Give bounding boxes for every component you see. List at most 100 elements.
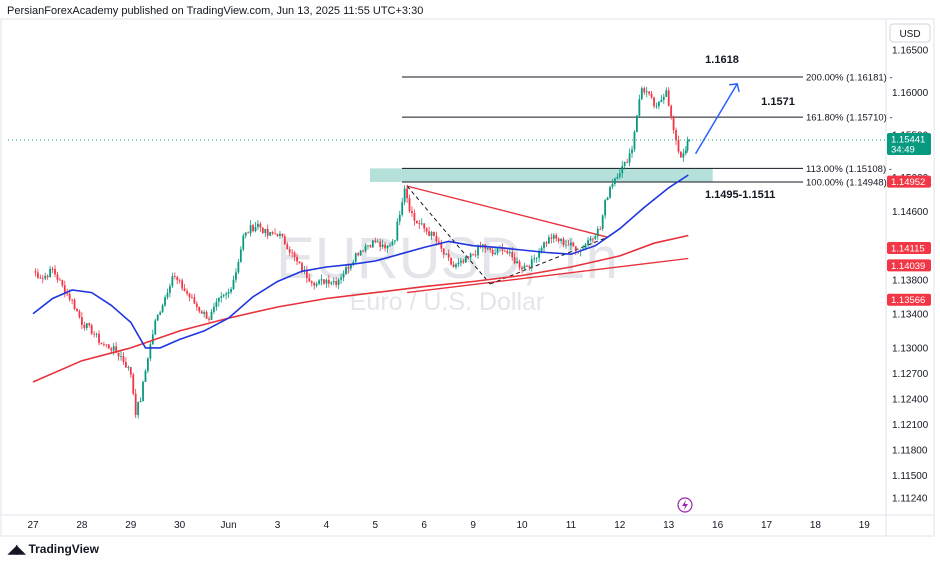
candle-body	[667, 90, 670, 106]
x-tick-label: 13	[663, 520, 675, 531]
candle-body	[530, 259, 533, 268]
trendline	[406, 185, 608, 238]
x-tick-label: 17	[761, 520, 773, 531]
candle-body	[159, 312, 162, 315]
candle-body	[330, 282, 333, 284]
y-tick-label: 1.11500	[892, 471, 928, 482]
fib-layer: 200.00% (1.16181) - 161.80% (1.15710) - 11…	[402, 54, 893, 188]
watermark-symbol: EURUSD, 1h	[276, 226, 618, 291]
annotation-layer	[8, 83, 885, 513]
candle-body	[435, 235, 438, 242]
candle-body	[127, 367, 130, 368]
candle-body	[318, 280, 320, 284]
candle-body	[518, 261, 521, 268]
candle-body	[411, 210, 413, 213]
candle-body	[178, 280, 181, 281]
forecast-arrow-line	[694, 83, 738, 155]
candle-body	[418, 223, 421, 225]
candle-body	[129, 367, 132, 375]
watermark-description: Euro / U.S. Dollar	[350, 288, 545, 316]
candle-body	[415, 220, 418, 224]
candle-body	[181, 280, 184, 289]
candle-body	[555, 235, 558, 239]
x-tick-label: 5	[373, 520, 379, 531]
candle-body	[342, 274, 345, 278]
x-tick-label: 18	[810, 520, 822, 531]
candle-body	[137, 402, 140, 416]
candle-body	[313, 282, 316, 286]
y-tick-label: 1.13000	[892, 343, 929, 354]
x-tick-label: 10	[516, 520, 528, 531]
price-axis-label: 1.14115	[891, 243, 925, 254]
y-tick-label: 1.13400	[892, 309, 929, 320]
x-tick-label: 4	[324, 520, 330, 531]
candle-body	[310, 281, 313, 283]
candle-body	[54, 268, 56, 275]
candle-body	[618, 173, 621, 177]
candle-body	[58, 279, 61, 281]
candle-body	[486, 248, 489, 249]
candle-body	[151, 334, 154, 345]
candle-body	[90, 325, 93, 334]
candle-body	[677, 139, 680, 152]
candle-body	[587, 240, 589, 245]
candle-body	[628, 153, 631, 163]
candle-body	[205, 311, 208, 319]
candle-body	[257, 223, 259, 227]
candle-body	[645, 91, 648, 93]
candle-body	[112, 346, 115, 351]
candle-body	[423, 223, 426, 229]
price-axis-label: 1.14952	[891, 177, 925, 188]
candle-body	[513, 257, 516, 264]
candle-body	[445, 253, 448, 255]
candle-body	[406, 188, 408, 199]
candle-body	[599, 228, 602, 230]
candle-body	[560, 238, 563, 242]
candle-body	[660, 99, 663, 103]
candle-body	[215, 301, 218, 307]
candle-body	[638, 99, 641, 116]
slow-moving-average	[32, 234, 689, 383]
price-axis-label: 1.13566	[891, 295, 925, 306]
candle-body	[107, 344, 110, 349]
tradingview-brand[interactable]: ◢◣ TradingView	[8, 542, 99, 556]
y-tick-label: 1.11240	[892, 493, 928, 504]
candle-body	[672, 116, 675, 131]
candle-body	[335, 281, 338, 285]
x-tick-label: 19	[859, 520, 871, 531]
candle-body	[408, 198, 411, 211]
currency-box	[889, 23, 931, 43]
candle-body	[244, 232, 247, 236]
candle-body	[508, 251, 511, 254]
candle-body	[662, 96, 665, 100]
candle-body	[381, 244, 384, 247]
candle-body	[191, 297, 193, 299]
candle-body	[161, 305, 164, 313]
candle-body	[222, 294, 225, 297]
candle-body	[680, 151, 682, 158]
candle-body	[46, 275, 49, 278]
candle-body	[496, 247, 499, 253]
y-tick-label: 1.16000	[892, 88, 929, 99]
y-tick-label: 1.14600	[892, 207, 929, 218]
candle-body	[198, 306, 201, 312]
candle-body	[132, 374, 135, 394]
candle-body	[369, 245, 372, 248]
candle-body	[521, 267, 523, 270]
candle-body	[293, 252, 296, 257]
candle-body	[283, 236, 286, 245]
candle-body	[298, 261, 301, 264]
candle-body	[281, 233, 284, 237]
ma-layer	[32, 174, 689, 383]
fib-level-label: 100.00% (1.14948) -	[806, 177, 893, 188]
candle-body	[125, 361, 127, 368]
candle-body	[237, 262, 240, 273]
candle-body	[308, 278, 311, 282]
candle-body	[76, 309, 78, 312]
candle-body	[254, 226, 257, 232]
target-label: 1.1618	[705, 54, 739, 66]
fib-level-label: 200.00% (1.16181) -	[806, 72, 893, 83]
candle-body	[36, 272, 39, 278]
candle-body	[523, 265, 526, 270]
